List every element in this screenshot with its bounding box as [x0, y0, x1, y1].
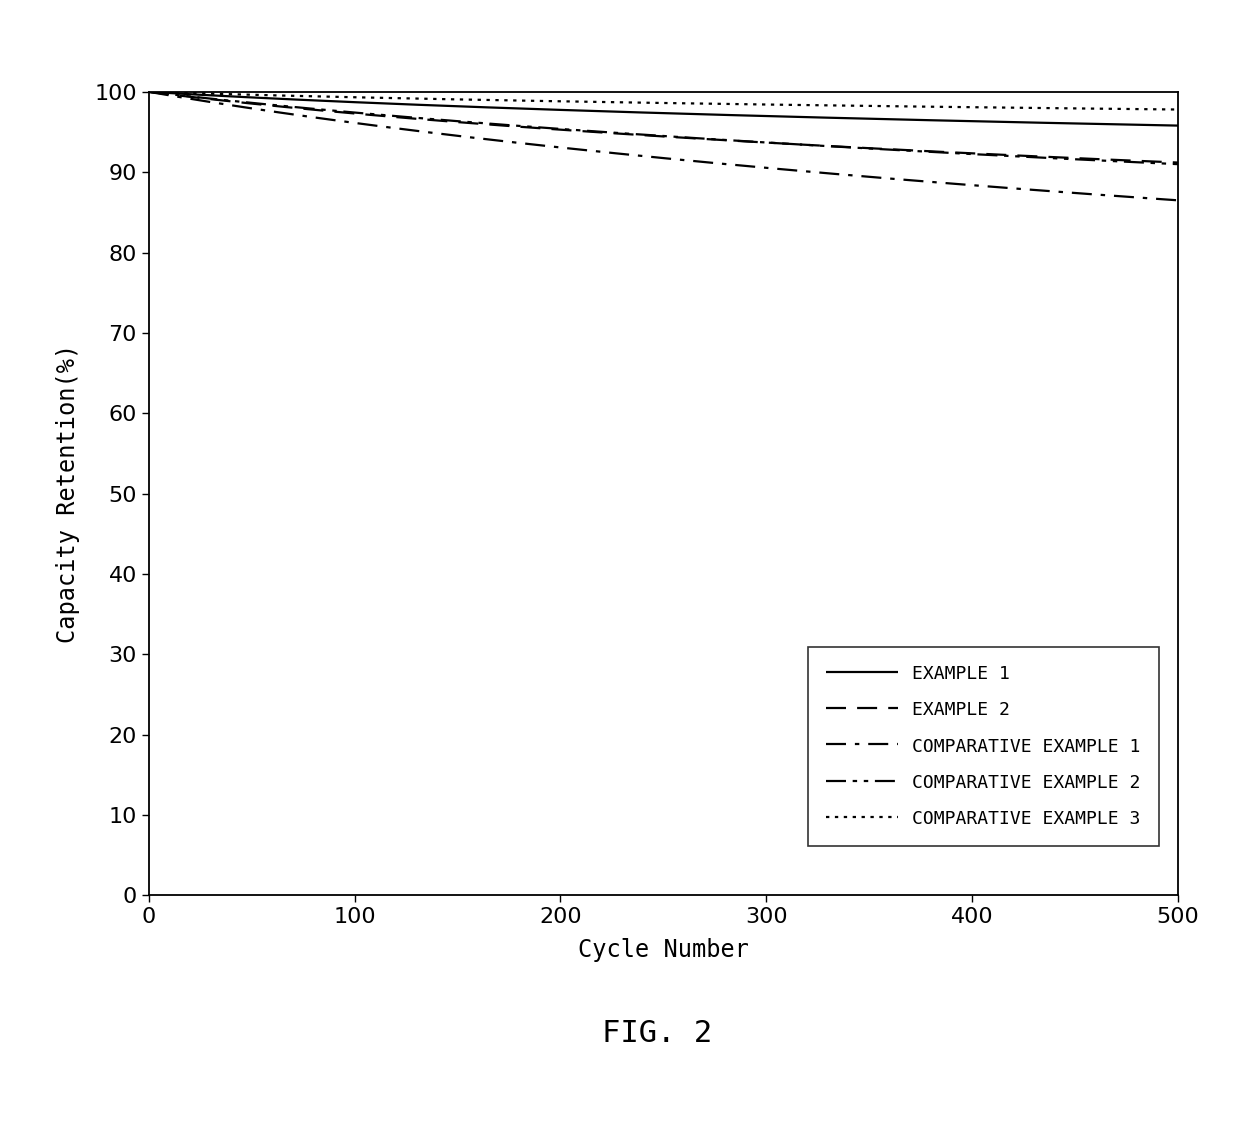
EXAMPLE 2	[952, 146, 967, 160]
COMPARATIVE EXAMPLE 1	[642, 149, 657, 163]
Y-axis label: Capacity Retention(%): Capacity Retention(%)	[57, 344, 81, 643]
EXAMPLE 1	[1171, 118, 1185, 132]
EXAMPLE 1	[615, 104, 630, 118]
EXAMPLE 2	[642, 129, 657, 142]
EXAMPLE 1	[1141, 118, 1156, 132]
COMPARATIVE EXAMPLE 2	[642, 129, 657, 142]
EXAMPLE 1	[1141, 118, 1156, 132]
COMPARATIVE EXAMPLE 1	[615, 147, 630, 161]
COMPARATIVE EXAMPLE 3	[642, 96, 657, 110]
Legend: EXAMPLE 1, EXAMPLE 2, COMPARATIVE EXAMPLE 1, COMPARATIVE EXAMPLE 2, COMPARATIVE : EXAMPLE 1, EXAMPLE 2, COMPARATIVE EXAMPL…	[807, 646, 1158, 846]
COMPARATIVE EXAMPLE 1	[1141, 192, 1156, 205]
Line: COMPARATIVE EXAMPLE 3: COMPARATIVE EXAMPLE 3	[149, 92, 1178, 109]
COMPARATIVE EXAMPLE 3	[615, 95, 630, 109]
EXAMPLE 2	[1141, 155, 1156, 169]
COMPARATIVE EXAMPLE 1	[141, 85, 156, 99]
COMPARATIVE EXAMPLE 3	[1141, 102, 1156, 116]
COMPARATIVE EXAMPLE 1	[952, 177, 967, 191]
COMPARATIVE EXAMPLE 2	[1141, 156, 1156, 170]
Line: EXAMPLE 1: EXAMPLE 1	[149, 92, 1178, 125]
EXAMPLE 2	[615, 127, 630, 141]
Line: COMPARATIVE EXAMPLE 1: COMPARATIVE EXAMPLE 1	[149, 92, 1178, 200]
COMPARATIVE EXAMPLE 2	[952, 147, 967, 161]
COMPARATIVE EXAMPLE 1	[193, 94, 208, 108]
COMPARATIVE EXAMPLE 2	[193, 91, 208, 104]
EXAMPLE 1	[193, 88, 208, 102]
EXAMPLE 2	[1141, 154, 1156, 168]
Text: FIG. 2: FIG. 2	[603, 1018, 712, 1048]
X-axis label: Cycle Number: Cycle Number	[578, 938, 749, 962]
COMPARATIVE EXAMPLE 3	[141, 85, 156, 99]
Line: EXAMPLE 2: EXAMPLE 2	[149, 92, 1178, 163]
COMPARATIVE EXAMPLE 1	[1141, 192, 1156, 205]
COMPARATIVE EXAMPLE 3	[1141, 102, 1156, 116]
EXAMPLE 2	[193, 91, 208, 104]
COMPARATIVE EXAMPLE 2	[1171, 157, 1185, 171]
COMPARATIVE EXAMPLE 2	[615, 126, 630, 140]
EXAMPLE 2	[1171, 156, 1185, 170]
EXAMPLE 1	[642, 106, 657, 119]
EXAMPLE 1	[952, 114, 967, 127]
COMPARATIVE EXAMPLE 2	[1141, 156, 1156, 170]
COMPARATIVE EXAMPLE 2	[141, 85, 156, 99]
COMPARATIVE EXAMPLE 1	[1171, 193, 1185, 207]
Line: COMPARATIVE EXAMPLE 2: COMPARATIVE EXAMPLE 2	[149, 92, 1178, 164]
COMPARATIVE EXAMPLE 3	[193, 86, 208, 100]
COMPARATIVE EXAMPLE 3	[1171, 102, 1185, 116]
COMPARATIVE EXAMPLE 3	[952, 100, 967, 114]
EXAMPLE 1	[141, 85, 156, 99]
EXAMPLE 2	[141, 85, 156, 99]
